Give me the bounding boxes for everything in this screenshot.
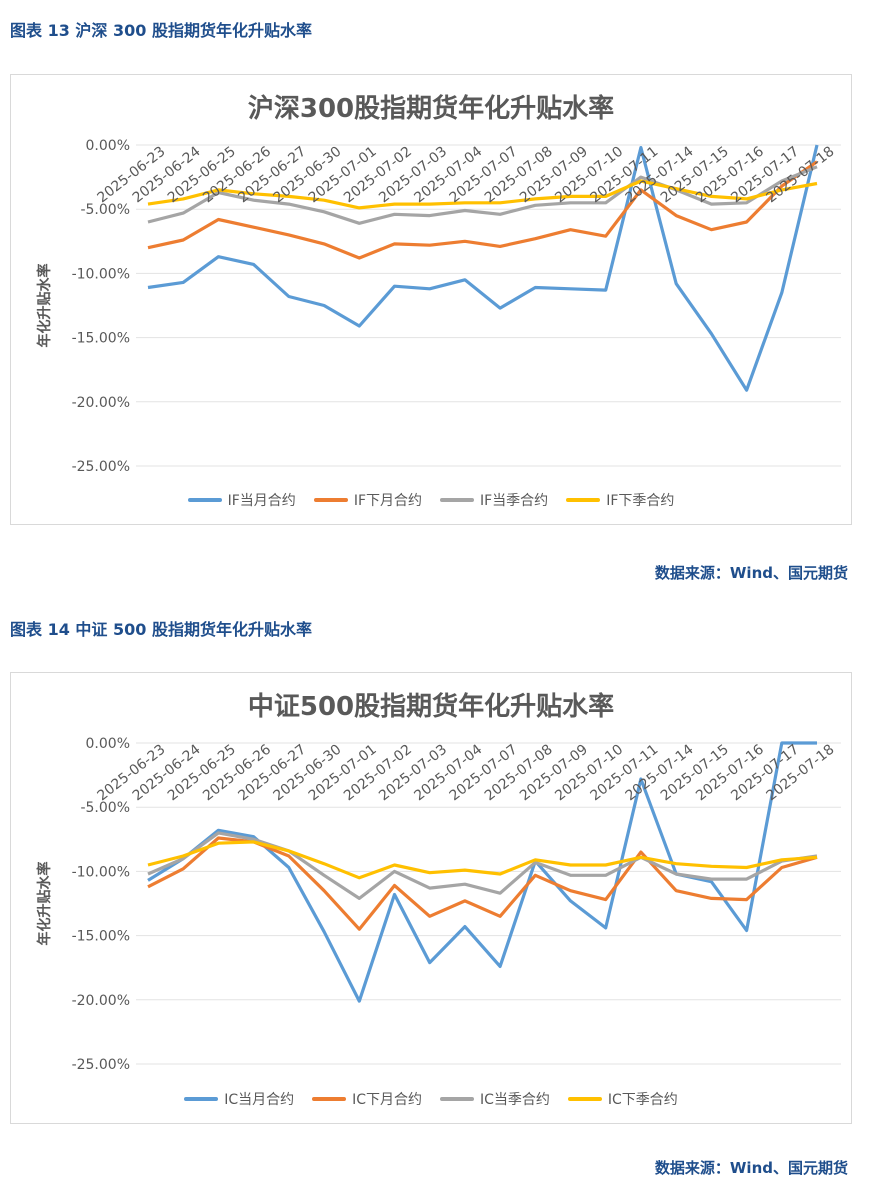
legend-swatch [187, 498, 222, 502]
legend-swatch [566, 498, 601, 502]
legend-item: IC下月合约 [312, 1089, 422, 1109]
legend-label: IC下季合约 [607, 1092, 678, 1108]
chart-container: 沪深300股指期货年化升贴水率年化升贴水率 0.00% -5.00% -10.00% -… [10, 74, 852, 525]
legend-item: IF下季合约 [566, 490, 674, 510]
y-tick-label: -5.00% [80, 202, 130, 218]
figure-caption: 图表 14 中证 500 股指期货年化升贴水率 [10, 620, 312, 639]
y-tick-label: 0.00% [86, 138, 130, 154]
series-line [147, 179, 818, 210]
y-axis-label: 年化升贴水率 [36, 264, 53, 348]
y-tick-label: 0.00% [86, 736, 130, 752]
chart-legend: IC当月合约 IC下月合约 IC当季合约 IC下季合约 [11, 1089, 851, 1109]
legend-item: IC当季合约 [440, 1089, 550, 1109]
legend-label: IC下月合约 [352, 1092, 422, 1108]
legend-label: IF下月合约 [353, 493, 422, 509]
y-tick-label: -25.00% [72, 1057, 130, 1073]
y-tick-label: -10.00% [72, 266, 130, 282]
legend-swatch [440, 1097, 474, 1101]
source-note: 数据来源：Wind、国元期货 [654, 1159, 848, 1177]
source-note: 数据来源：Wind、国元期货 [654, 564, 848, 582]
chart-legend: IF当月合约 IF下月合约 IF当季合约 IF下季合约 [11, 490, 851, 510]
y-tick-label: -5.00% [80, 800, 130, 816]
legend-swatch [440, 498, 474, 502]
legend-item: IC下季合约 [567, 1089, 678, 1109]
legend-item: IF下月合约 [313, 490, 422, 510]
chart-title: 中证500股指期货年化升贴水率 [248, 691, 614, 722]
y-tick-label: -25.00% [72, 459, 130, 475]
legend-item: IC当月合约 [184, 1089, 294, 1109]
y-tick-label: -20.00% [72, 395, 130, 411]
legend-swatch [567, 1097, 602, 1101]
y-tick-label: -10.00% [72, 864, 130, 880]
y-tick-label: -15.00% [72, 929, 130, 945]
y-axis-label: 年化升贴水率 [36, 862, 53, 946]
legend-item: IF当季合约 [440, 490, 548, 510]
legend-label: IF当月合约 [227, 493, 296, 509]
chart-container: 中证500股指期货年化升贴水率年化升贴水率 0.00% -5.00% -10.00% -… [10, 672, 852, 1124]
y-tick-label: -15.00% [72, 331, 130, 347]
legend-label: IF当季合约 [480, 493, 549, 509]
series-line [147, 144, 819, 392]
series-line [147, 836, 818, 931]
legend-swatch [313, 498, 348, 502]
series-line [147, 160, 818, 260]
legend-item: IF当月合约 [187, 490, 296, 510]
series-line [147, 831, 818, 900]
legend-swatch [312, 1097, 347, 1101]
chart-title: 沪深300股指期货年化升贴水率 [248, 93, 614, 124]
legend-label: IC当季合约 [480, 1092, 550, 1108]
series-line [147, 165, 818, 225]
figure-caption: 图表 13 沪深 300 股指期货年化升贴水率 [10, 21, 312, 40]
legend-swatch [184, 1097, 219, 1101]
y-tick-label: -20.00% [72, 993, 130, 1009]
legend-label: IF下季合约 [606, 493, 675, 509]
legend-label: IC当月合约 [224, 1092, 295, 1108]
series-line [147, 840, 818, 880]
